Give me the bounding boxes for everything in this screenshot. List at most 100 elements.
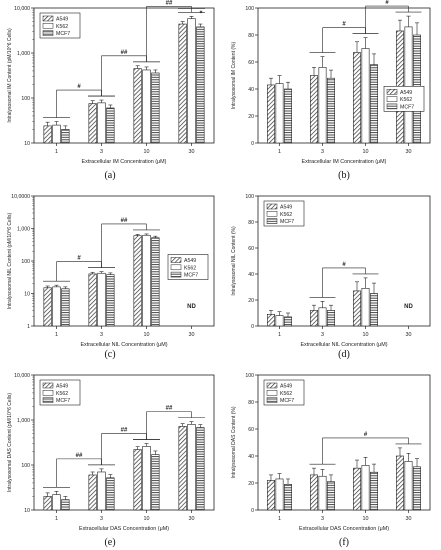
y-tick-label: 1,000	[17, 227, 30, 233]
bar	[267, 479, 275, 511]
y-tick-label: 0	[251, 508, 254, 514]
significance-label: ##	[76, 453, 83, 459]
legend-swatch	[266, 390, 278, 396]
x-tick-label: 1	[55, 516, 58, 522]
bar	[361, 465, 370, 511]
significance-label: #	[342, 22, 346, 28]
legend-swatch	[42, 397, 54, 403]
legend-swatch	[386, 89, 398, 95]
legend-label: K562	[280, 391, 292, 397]
y-tick-label: 1,000	[17, 418, 30, 424]
significance-label: ##	[121, 50, 128, 56]
bar	[61, 288, 70, 327]
bar	[318, 307, 327, 327]
legend-swatch	[386, 103, 398, 110]
bar	[310, 310, 318, 327]
bar	[106, 274, 115, 327]
panel-letter: (f)	[339, 537, 349, 548]
significance-label: #	[77, 84, 81, 90]
significance-label: ##	[166, 0, 173, 6]
legend-swatch	[266, 211, 278, 217]
bar	[151, 237, 160, 327]
x-axis-label: Extracellular NIL Concentration (μM)	[300, 342, 387, 348]
bar	[284, 88, 292, 144]
legend-label: A549	[280, 384, 292, 390]
legend-swatch	[42, 382, 54, 389]
bar	[88, 474, 97, 511]
legend-swatch	[266, 218, 278, 224]
bar	[178, 426, 187, 511]
y-tick-label: 10,0000	[11, 194, 30, 200]
legend-label: MCF7	[56, 398, 70, 404]
legend-label: MCF7	[280, 219, 294, 225]
legend-swatch	[42, 390, 54, 396]
legend-swatch	[266, 382, 278, 389]
bar	[413, 466, 421, 511]
legend-label: K562	[56, 24, 68, 30]
panel-letter: (b)	[338, 170, 350, 181]
legend-label: K562	[280, 212, 292, 218]
bar	[106, 477, 115, 511]
bar	[370, 471, 378, 511]
bar	[97, 102, 106, 144]
bar	[133, 449, 142, 511]
x-tick-label: 1	[278, 516, 281, 522]
x-axis-label: Extracellular NIL Concentration (μM)	[80, 342, 167, 348]
x-tick-label: 3	[100, 516, 103, 522]
legend-label: A549	[56, 384, 68, 390]
bar	[267, 84, 275, 144]
chart-panel: 0 20 40 60 80 100 Intralysosomal DAS Content (…	[231, 373, 431, 548]
x-tick-label: 10	[144, 516, 150, 522]
x-axis-label: Extracellular IM Concentration (μM)	[82, 159, 167, 165]
y-tick-label: 80	[248, 400, 254, 406]
significance-label: *	[200, 10, 203, 17]
y-tick-label: 0	[251, 141, 254, 147]
legend-label: A549	[184, 258, 196, 264]
legend-label: MCF7	[56, 31, 70, 37]
y-tick-label: 100	[245, 6, 254, 12]
x-tick-label: 30	[189, 332, 195, 338]
x-tick-label: 10	[363, 516, 369, 522]
y-tick-label: 10	[24, 292, 30, 298]
significance-label: #	[385, 0, 389, 6]
bar	[106, 107, 115, 144]
bar	[142, 446, 151, 511]
x-tick-label: 3	[321, 332, 324, 338]
x-tick-label: 1	[55, 332, 58, 338]
x-axis-label: Extracellular DAS Concentration (μM)	[79, 526, 169, 532]
bar	[97, 471, 106, 511]
x-tick-label: 10	[144, 332, 150, 338]
legend-swatch	[170, 271, 182, 278]
y-tick-label: 100	[245, 373, 254, 379]
significance-label: #	[364, 432, 368, 438]
bar	[133, 235, 142, 327]
bar	[196, 427, 205, 511]
chart-panel: 1 10 100 1,000 10,0000 Intralysosomal NIL Con…	[7, 194, 215, 360]
bar	[187, 18, 196, 144]
nd-label: ND	[404, 304, 413, 310]
bar	[275, 83, 284, 144]
plot-frame	[257, 374, 431, 511]
bar	[284, 484, 292, 511]
bar	[310, 474, 318, 511]
legend-swatch	[266, 397, 278, 403]
bar	[318, 67, 327, 144]
legend-label: MCF7	[184, 273, 198, 279]
x-tick-label: 1	[278, 332, 281, 338]
y-axis-label: Intralysosomal IM Content (%)	[231, 42, 237, 110]
x-tick-label: 1	[55, 149, 58, 155]
y-tick-label: 40	[248, 454, 254, 460]
bar	[396, 455, 404, 511]
x-tick-label: 30	[406, 516, 412, 522]
legend-label: MCF7	[280, 398, 294, 404]
bar	[88, 103, 97, 144]
bar	[275, 478, 284, 511]
y-axis-label: Intralysosomal DAS Content (%)	[231, 406, 237, 478]
plot-frame	[257, 7, 431, 144]
legend-swatch	[170, 264, 182, 271]
panel-letter: (a)	[104, 170, 115, 181]
y-tick-label: 10	[24, 141, 30, 147]
